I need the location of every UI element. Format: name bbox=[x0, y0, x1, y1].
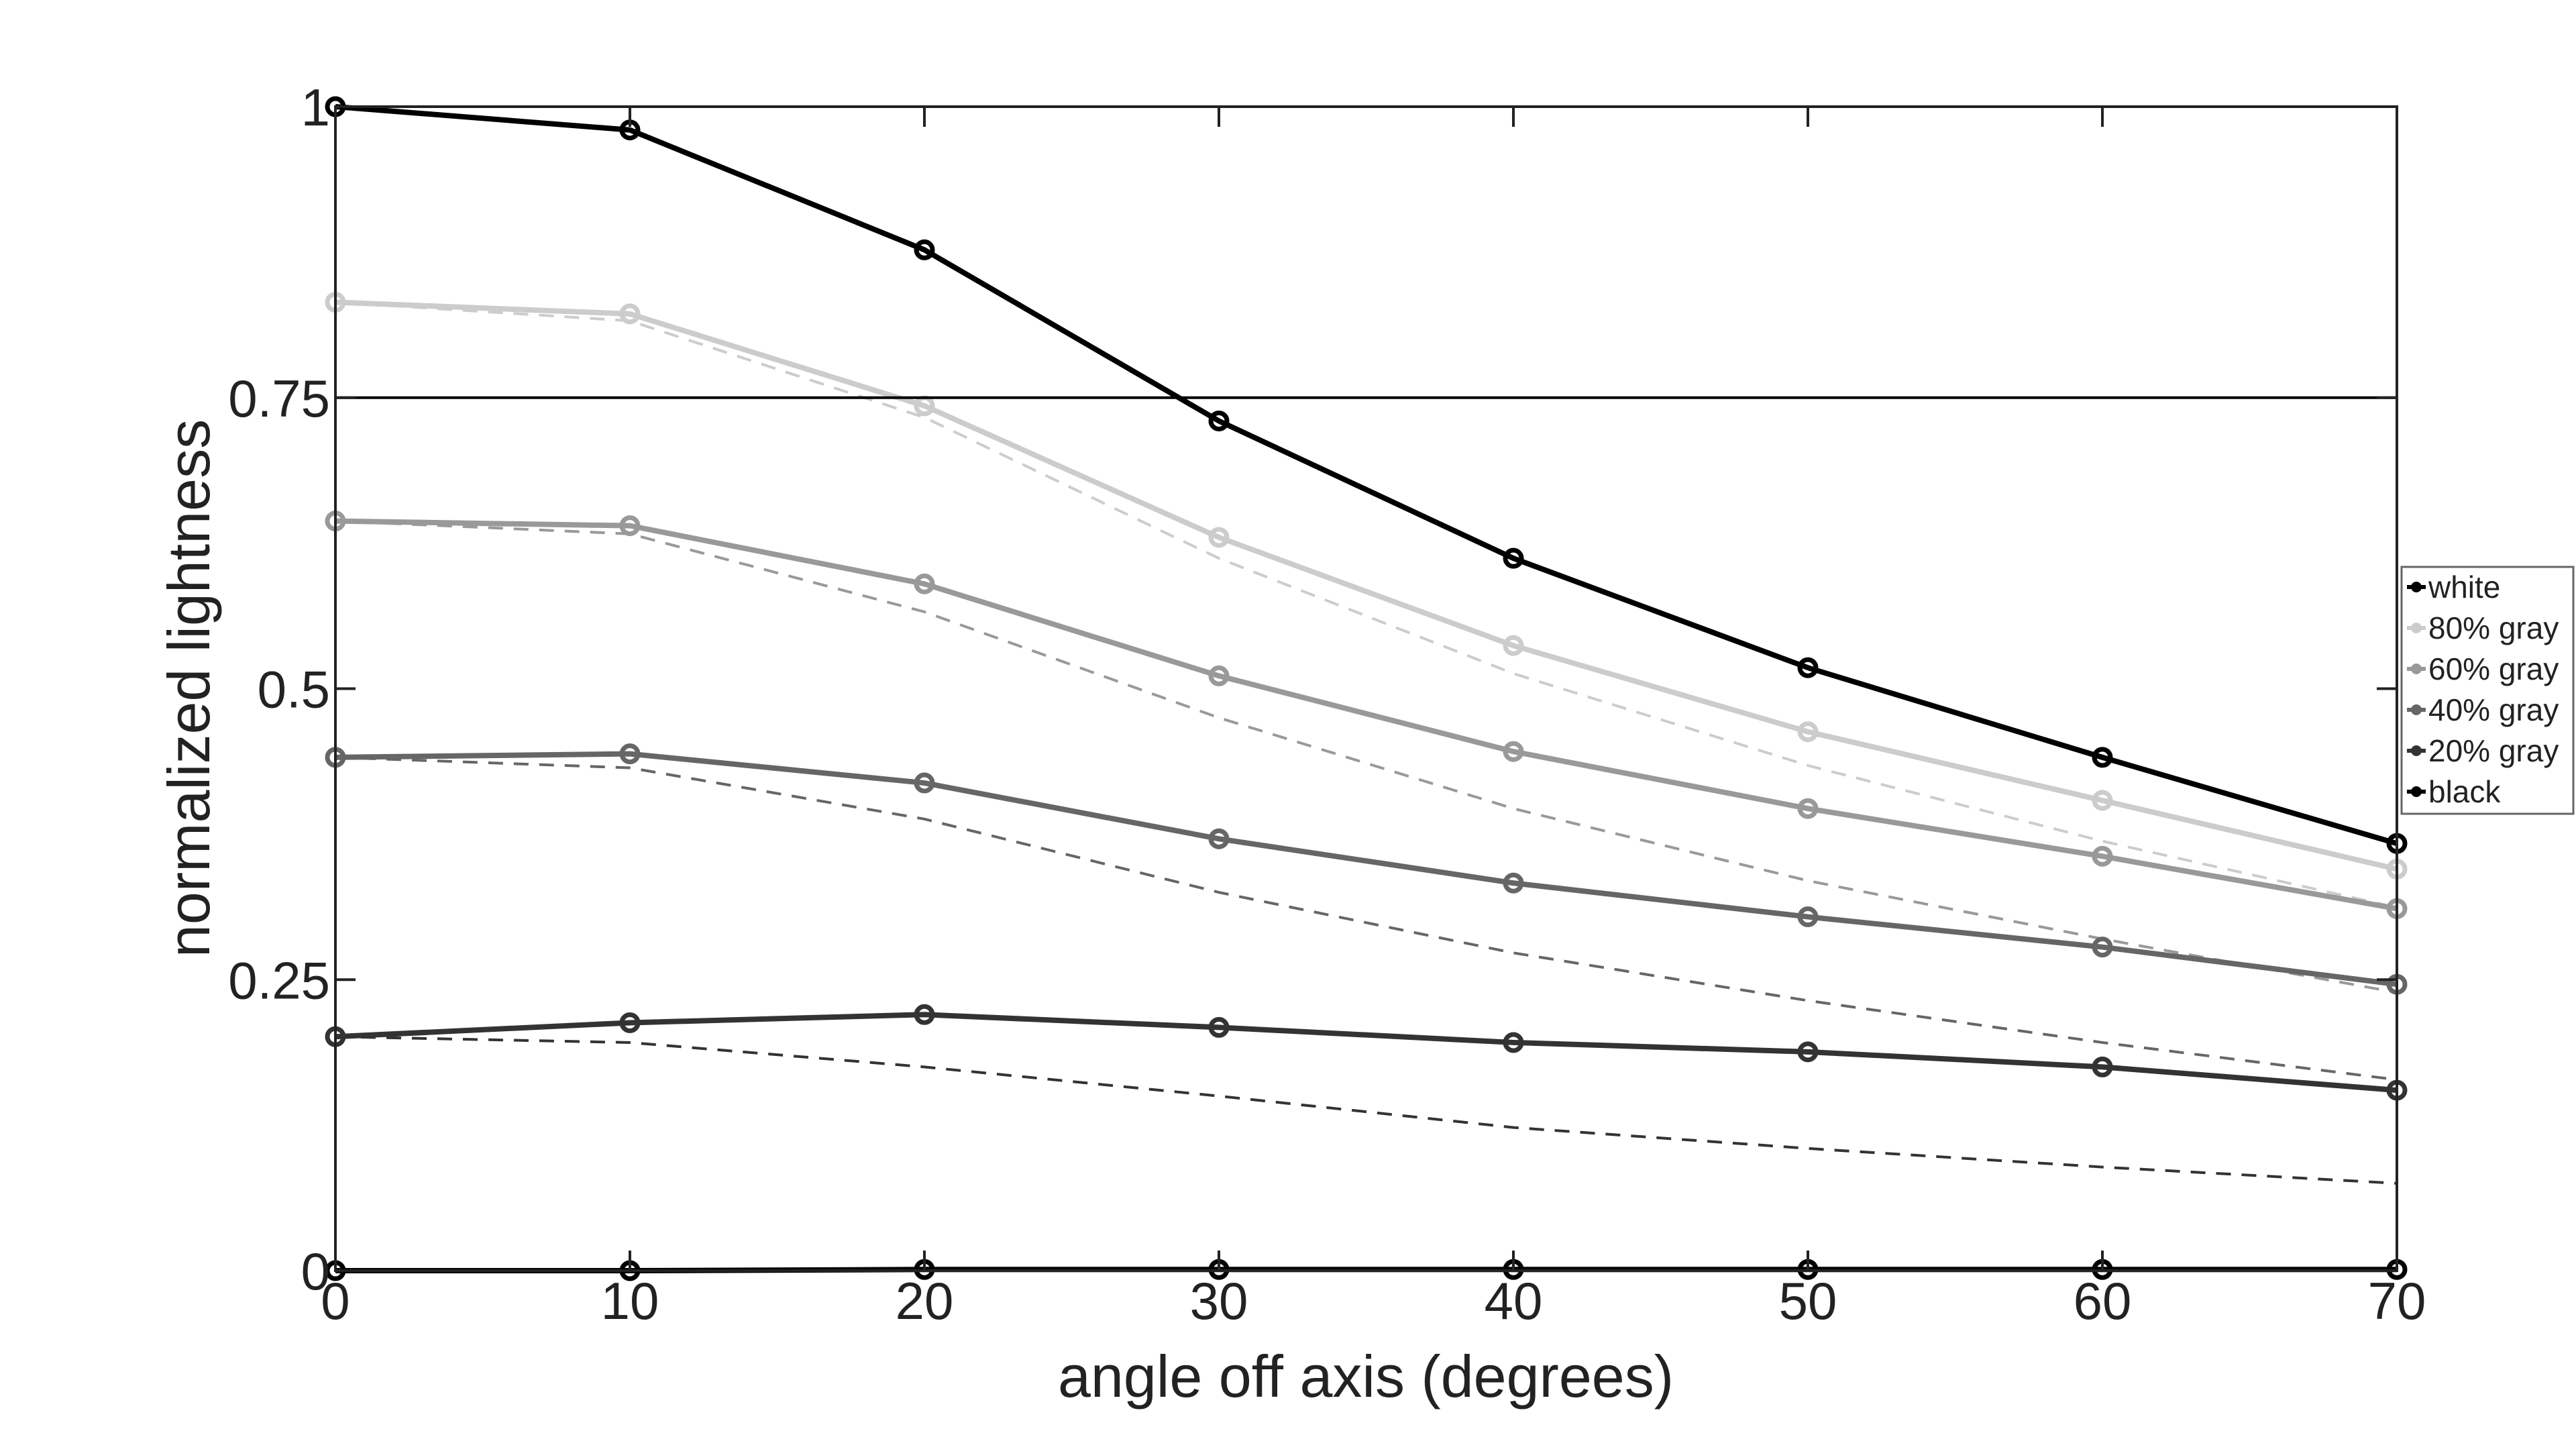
axes-box bbox=[334, 105, 2398, 1272]
x-tick-label: 30 bbox=[1190, 1271, 1248, 1330]
legend: white 80% gray 60% gray 40% gray 20% gray bla… bbox=[2400, 566, 2575, 815]
x-tick-label: 60 bbox=[2074, 1271, 2132, 1330]
data-point bbox=[1208, 1016, 1230, 1038]
dashed-reference-lines bbox=[335, 301, 2398, 1185]
data-point bbox=[2092, 845, 2113, 867]
dashed-line-1 bbox=[335, 519, 2398, 994]
data-point bbox=[619, 743, 641, 765]
legend-label: 40% gray bbox=[2428, 692, 2559, 727]
x-tick-label: 0 bbox=[321, 1271, 350, 1330]
data-point bbox=[2092, 937, 2113, 958]
legend-swatch-marker bbox=[2411, 745, 2422, 756]
y-tick-label: 0.5 bbox=[258, 660, 330, 719]
x-tick-label: 10 bbox=[601, 1271, 659, 1330]
y-axis-label: normalized lightness bbox=[156, 419, 222, 957]
series-20-gray bbox=[325, 1004, 2408, 1101]
data-point bbox=[1797, 906, 1819, 928]
data-point bbox=[914, 772, 935, 794]
legend-swatch-marker bbox=[2411, 623, 2422, 633]
series-line bbox=[335, 299, 2398, 872]
dashed-line-3 bbox=[335, 1035, 2398, 1185]
series-60-gray bbox=[325, 511, 2408, 919]
legend-swatch-marker bbox=[2411, 582, 2422, 592]
legend-item: 40% gray bbox=[2407, 692, 2559, 727]
data-point bbox=[1797, 798, 1819, 819]
data-point bbox=[2092, 790, 2113, 811]
legend-swatch-marker bbox=[2411, 664, 2422, 674]
x-tick-label: 50 bbox=[1779, 1271, 1837, 1330]
data-point bbox=[619, 1012, 641, 1033]
data-point bbox=[1503, 635, 1524, 656]
x-tick-label: 70 bbox=[2368, 1271, 2426, 1330]
data-point bbox=[2092, 1056, 2113, 1077]
series-line bbox=[335, 104, 2398, 847]
legend-label: black bbox=[2428, 774, 2501, 809]
series-white bbox=[325, 96, 2408, 854]
legend-swatch-marker bbox=[2411, 704, 2422, 715]
y-tick-label: 0.75 bbox=[228, 369, 330, 428]
data-point bbox=[619, 515, 641, 537]
series-line bbox=[335, 518, 2398, 912]
legend-label: white bbox=[2428, 570, 2500, 604]
dashed-line-0 bbox=[335, 301, 2398, 909]
series-line bbox=[335, 751, 2398, 988]
dashed-line-2 bbox=[335, 755, 2398, 1081]
data-point bbox=[914, 239, 935, 260]
x-tick-label: 40 bbox=[1485, 1271, 1543, 1330]
y-tick-label: 0.25 bbox=[228, 951, 330, 1010]
legend-label: 60% gray bbox=[2428, 651, 2559, 686]
data-point bbox=[1208, 410, 1230, 431]
data-point bbox=[1797, 1041, 1819, 1063]
legend-swatch-marker bbox=[2411, 786, 2422, 797]
data-point bbox=[1503, 872, 1524, 894]
data-point bbox=[619, 303, 641, 325]
axis-ticks: 0 10 20 30 40 50 60 70 0 0.25 0.5 0.75 1 bbox=[228, 78, 2426, 1330]
series-80-gray bbox=[325, 291, 2408, 880]
data-point bbox=[1503, 1032, 1524, 1053]
data-point bbox=[1797, 657, 1819, 678]
series-40-gray bbox=[325, 743, 2408, 995]
legend-item: 80% gray bbox=[2407, 611, 2559, 645]
series-line bbox=[335, 1012, 2398, 1094]
data-point bbox=[1208, 828, 1230, 849]
data-series bbox=[325, 96, 2408, 1281]
legend-label: 20% gray bbox=[2428, 733, 2559, 768]
data-point bbox=[914, 573, 935, 594]
data-point bbox=[2092, 747, 2113, 768]
legend-item: white bbox=[2407, 570, 2500, 604]
data-point bbox=[1797, 721, 1819, 743]
data-point bbox=[1208, 665, 1230, 686]
data-point bbox=[1208, 527, 1230, 548]
legend-label: 80% gray bbox=[2428, 611, 2559, 645]
y-tick-label: 0 bbox=[301, 1242, 330, 1301]
data-point bbox=[914, 1004, 935, 1025]
legend-item: 60% gray bbox=[2407, 651, 2559, 686]
data-point bbox=[1503, 741, 1524, 762]
legend-box bbox=[2400, 566, 2575, 815]
x-tick-label: 20 bbox=[896, 1271, 954, 1330]
y-tick-label: 1 bbox=[301, 78, 330, 137]
legend-item: black bbox=[2407, 774, 2501, 809]
x-axis-label: angle off axis (degrees) bbox=[1058, 1343, 1674, 1410]
legend-item: 20% gray bbox=[2407, 733, 2559, 768]
data-point bbox=[1503, 547, 1524, 569]
